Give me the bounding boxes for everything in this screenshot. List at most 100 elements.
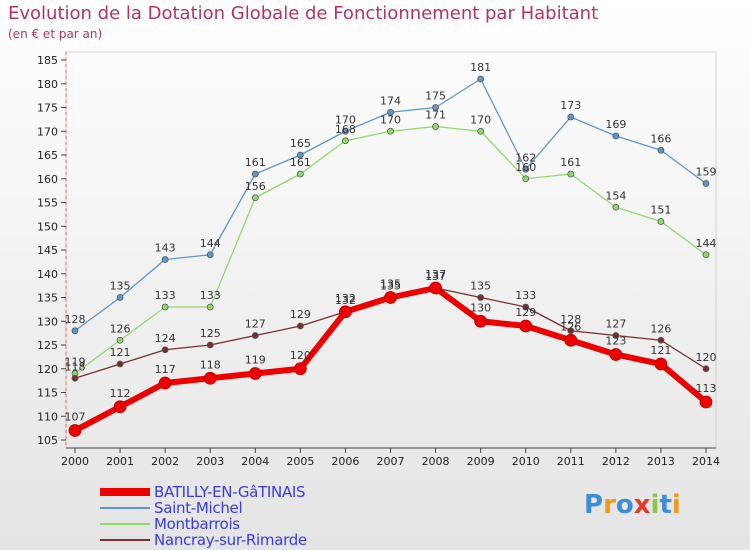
data-point — [71, 327, 79, 335]
y-tick-label: 140 — [37, 268, 58, 281]
data-label: 144 — [200, 237, 221, 250]
data-point — [477, 75, 485, 83]
data-label: 162 — [515, 151, 536, 164]
data-point — [206, 341, 214, 349]
data-point — [387, 127, 394, 135]
y-tick-label: 170 — [37, 125, 58, 138]
y-tick-label: 145 — [37, 244, 58, 257]
x-tick-label: 2014 — [692, 455, 720, 468]
data-point — [702, 180, 710, 187]
data-label: 161 — [560, 156, 581, 169]
data-point — [702, 365, 710, 373]
proxiti-logo: Proxiti — [584, 490, 681, 520]
data-point — [519, 319, 533, 333]
data-point — [68, 424, 82, 437]
data-label: 169 — [605, 118, 626, 131]
x-tick-label: 2000 — [61, 455, 89, 468]
data-label: 174 — [380, 94, 401, 107]
data-label: 119 — [65, 356, 86, 369]
x-tick-label: 2013 — [647, 455, 675, 468]
legend-entry: Montbarrois — [100, 515, 240, 533]
data-point — [206, 303, 214, 311]
data-label: 107 — [65, 411, 86, 424]
x-tick-label: 2009 — [467, 455, 495, 468]
series-line — [73, 285, 708, 434]
data-label: 137 — [425, 270, 446, 283]
data-label: 117 — [155, 363, 176, 376]
x-tick-label: 2003 — [196, 455, 224, 468]
data-point — [342, 137, 349, 145]
x-tick-label: 2007 — [377, 455, 405, 468]
data-label: 118 — [65, 360, 86, 373]
data-point — [654, 357, 668, 371]
data-label: 170 — [470, 113, 491, 126]
data-point — [522, 303, 530, 311]
y-tick-label: 165 — [37, 149, 58, 162]
data-point — [71, 374, 79, 382]
data-label: 126 — [650, 322, 671, 335]
data-label: 160 — [515, 161, 536, 174]
x-tick-label: 2008 — [422, 455, 450, 468]
data-point — [612, 332, 620, 339]
data-point — [612, 132, 620, 140]
data-label: 181 — [470, 61, 491, 74]
legend-entry: Nancray-sur-Rimarde — [100, 531, 307, 549]
data-point — [387, 108, 394, 116]
legend-label: BATILLY-EN-GâTINAIS — [154, 483, 306, 501]
data-label: 151 — [650, 204, 671, 217]
data-label: 170 — [335, 113, 356, 126]
data-label: 135 — [470, 280, 491, 293]
data-label: 130 — [470, 301, 491, 314]
y-tick-label: 175 — [37, 102, 58, 115]
data-point — [567, 170, 575, 178]
data-point — [384, 291, 397, 304]
y-tick-label: 155 — [37, 197, 58, 210]
data-label: 175 — [425, 90, 446, 103]
y-tick-label: 115 — [37, 387, 58, 400]
data-label: 133 — [155, 289, 176, 302]
data-point — [251, 170, 259, 178]
data-point — [296, 322, 304, 330]
data-label: 135 — [380, 280, 401, 293]
data-point — [113, 400, 127, 414]
y-tick-label: 160 — [37, 173, 58, 186]
data-label: 127 — [245, 318, 266, 331]
data-point — [248, 367, 262, 380]
data-point — [339, 305, 352, 319]
data-label: 125 — [200, 327, 221, 340]
data-point — [702, 251, 710, 259]
data-label: 170 — [380, 113, 401, 126]
data-label: 171 — [425, 109, 446, 122]
y-tick-label: 110 — [37, 410, 58, 423]
data-label: 165 — [290, 137, 311, 150]
x-tick-label: 2002 — [151, 455, 179, 468]
y-tick-label: 150 — [37, 220, 58, 233]
x-tick-label: 2010 — [512, 455, 540, 468]
data-label: 143 — [155, 242, 176, 255]
y-tick-label: 135 — [37, 292, 58, 305]
data-point — [251, 194, 259, 202]
data-point — [116, 294, 124, 301]
data-point — [429, 281, 442, 295]
y-tick-label: 130 — [37, 315, 58, 328]
data-point — [293, 362, 307, 376]
data-point — [206, 251, 214, 259]
data-label: 132 — [335, 292, 356, 305]
data-point — [432, 123, 439, 130]
data-label: 173 — [560, 99, 581, 112]
y-tick-label: 105 — [37, 434, 58, 447]
data-label: 135 — [110, 280, 131, 293]
data-label: 126 — [110, 322, 131, 335]
data-point — [203, 371, 217, 385]
data-label: 118 — [200, 358, 221, 371]
data-label: 119 — [245, 354, 266, 367]
legend-swatch — [100, 523, 150, 525]
y-tick-label: 120 — [37, 363, 58, 376]
legend-label: Saint-Michel — [154, 499, 243, 517]
data-label: 161 — [245, 156, 266, 169]
legend-swatch — [100, 488, 150, 496]
data-point — [522, 175, 530, 183]
data-label: 156 — [245, 180, 266, 193]
